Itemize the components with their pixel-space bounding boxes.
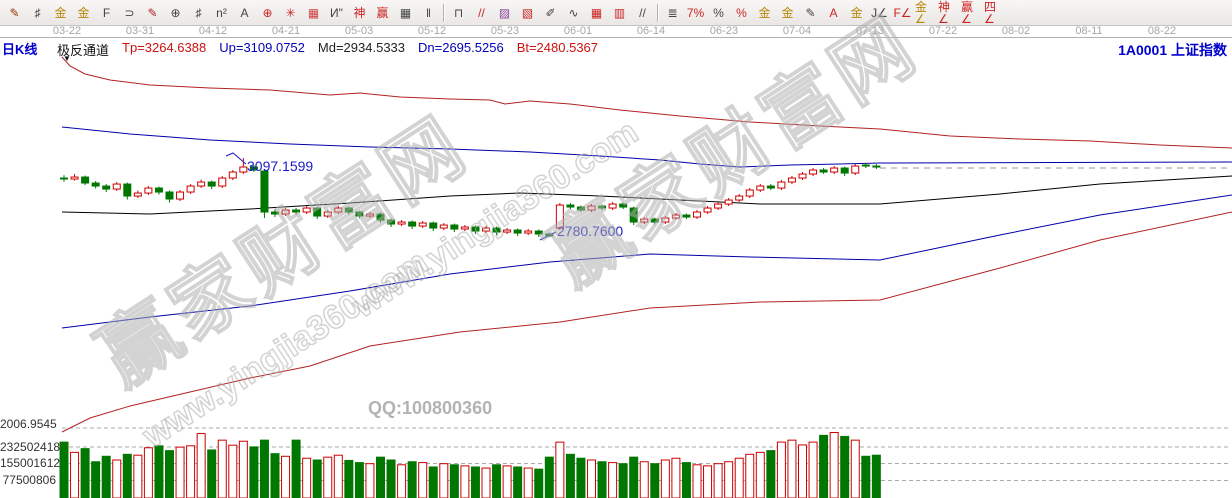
shen-tool-icon[interactable]: 神 — [353, 5, 366, 20]
cycle-circle-tool-icon[interactable]: ⊕ — [170, 5, 181, 20]
square-number-tool-icon[interactable]: n² — [216, 5, 227, 20]
percent-retrace-tool-icon[interactable]: 7% — [686, 5, 705, 20]
date-tick-label: 08-02 — [1001, 25, 1031, 37]
volume-axis-label-2: 155001612 — [0, 456, 61, 470]
gold-ratio-tool-icon[interactable]: 金 — [54, 5, 67, 20]
Up-upper-channel-line — [61, 126, 1232, 168]
date-tick-label: 07-04 — [782, 25, 812, 37]
parallel-lines-tool-icon[interactable]: // — [639, 5, 646, 20]
symbol-label: 1A0001 上证指数 — [1118, 40, 1227, 60]
low-annotation: 2780.7600 — [557, 223, 623, 239]
gold-ratio2-tool-icon[interactable]: 金 — [77, 5, 90, 20]
high-annotation-leader-line — [225, 152, 247, 165]
pen-tool-icon[interactable]: ✎ — [147, 5, 158, 20]
gann-grid-tool-icon[interactable]: ▦ — [590, 5, 603, 20]
symbol-name: 上证指数 — [1171, 42, 1227, 58]
kline-chart-canvas[interactable]: 3097.1599 2780.7600 — [0, 37, 1232, 498]
Md-middle-line — [61, 175, 1232, 215]
target-tool-icon[interactable]: ⊕ — [262, 5, 273, 20]
date-tick-label: 05-03 — [344, 25, 374, 37]
Bt-bottom-channel-line — [61, 211, 1232, 433]
star-web-tool-icon[interactable]: ✳ — [285, 5, 296, 20]
date-tick-label: 05-12 — [417, 25, 447, 37]
toolbar-separator — [657, 3, 658, 22]
shen-angle-tool-icon[interactable]: 神∠ — [938, 0, 951, 26]
date-tick-label: 03-31 — [125, 25, 155, 37]
four-angle-tool-icon[interactable]: 四∠ — [984, 0, 997, 26]
symbol-code: 1A0001 — [1118, 42, 1168, 58]
indicator-value-up: Up=3109.0752 — [219, 40, 305, 55]
indicator-value-md: Md=2934.5333 — [317, 40, 406, 55]
indicator-value-tp: Tp=3264.6388 — [122, 40, 207, 55]
measure-tool-icon[interactable]: ✎ — [805, 5, 816, 20]
price-scale-tool-icon[interactable]: ≣ — [667, 5, 678, 20]
period-label: 日K线 — [2, 42, 38, 57]
toolbar-separator — [443, 3, 444, 22]
boxed-net-tool-icon[interactable]: ▧ — [521, 5, 534, 20]
indicator-dropdown-icon[interactable]: ▼ — [63, 54, 71, 63]
date-tick-label: 05-23 — [490, 25, 520, 37]
text-label-tool-icon[interactable]: A — [829, 5, 838, 20]
low-annotation-leader-line — [539, 231, 557, 241]
spider-web-tool-icon[interactable]: ▦ — [307, 5, 320, 20]
j-angle-tool-icon[interactable]: J∠ — [871, 5, 888, 20]
box-tool-icon[interactable]: ⊓ — [453, 5, 464, 20]
indicator-row: 极反通道 Tp=3264.6388 Up=3109.0752 Md=2934.5… — [57, 40, 598, 59]
ray-fan-tool-icon[interactable]: // — [478, 5, 485, 20]
high-annotation: 3097.1599 — [247, 158, 313, 174]
comb-line-tool-icon[interactable]: ♯ — [34, 5, 41, 20]
gold-angle-tool-icon[interactable]: 金∠ — [915, 0, 928, 26]
gold-line-tool-icon[interactable]: 金 — [781, 5, 794, 20]
grid-line-tool-icon[interactable]: ♯ — [195, 5, 202, 20]
vertical-lines-tool-icon[interactable]: ‖ — [426, 5, 431, 20]
date-tick-label: 08-22 — [1147, 25, 1177, 37]
date-tick-label: 07-22 — [928, 25, 958, 37]
percent-tool-icon[interactable]: % — [713, 5, 724, 20]
pencil-lines-tool-icon[interactable]: ✐ — [545, 5, 556, 20]
wave-mark-tool-icon[interactable]: И" — [330, 5, 343, 20]
f-angle-tool-icon[interactable]: F∠ — [893, 5, 912, 20]
volume-axis-label-3: 77500806 — [2, 473, 56, 487]
date-tick-label: 03-22 — [52, 25, 82, 37]
indicator-name[interactable]: 极反通道 — [57, 43, 110, 58]
gold-circle-tool-icon[interactable]: 金 — [758, 5, 771, 20]
watermark-qq: QQ:100800360 — [368, 398, 493, 418]
date-tick-label: 06-23 — [709, 25, 739, 37]
angle-tool-icon[interactable]: A — [240, 5, 249, 20]
Tp-top-channel-line — [61, 56, 1232, 149]
price-axis-bottom-label: 2006.9545 — [0, 417, 57, 431]
toolbar: ✎ ♯ 金金 F ⊃ ✎ ⊕ ♯ n² A ⊕ ✳ ▦ И" 神赢 ▦ ‖ ⊓//▨ ▧ ✐ ∿ ▦ ▥//≣ 7%%% 金金 ✎… — [0, 0, 1232, 26]
date-tick-label: 07-13 — [855, 25, 885, 37]
volume-bars — [59, 432, 881, 498]
gold-underline-tool-icon[interactable]: 金 — [850, 5, 863, 20]
channel-lines — [61, 56, 1232, 433]
ying-tool-icon[interactable]: 赢 — [376, 5, 389, 20]
indicator-value-dn: Dn=2695.5256 — [418, 40, 504, 55]
ying-angle-tool-icon[interactable]: 赢∠ — [961, 0, 974, 26]
arc-tool-icon[interactable]: ⊃ — [124, 5, 135, 20]
indicator-value-bt: Bt=2480.5367 — [516, 40, 599, 55]
date-tick-label: 04-21 — [271, 25, 301, 37]
candlesticks — [60, 157, 881, 238]
gann-box-tool-icon[interactable]: ▥ — [613, 5, 626, 20]
zigzag-tool-icon[interactable]: ∿ — [568, 5, 579, 20]
date-tick-label: 06-14 — [636, 25, 666, 37]
date-tick-label: 06-01 — [563, 25, 593, 37]
date-axis: 03-22 03-31 04-12 04-21 05-03 05-12 05-23 06-01… — [0, 25, 1232, 37]
date-tick-label: 04-12 — [198, 25, 228, 37]
grid-123-tool-icon[interactable]: ▦ — [399, 5, 412, 20]
percent-line-tool-icon[interactable]: % — [736, 5, 747, 20]
volume-axis-label-1: 232502418 — [0, 440, 61, 454]
date-tick-label: 08-11 — [1075, 25, 1103, 37]
fibonacci-tool-icon[interactable]: F — [102, 5, 111, 20]
boxed-fan-tool-icon[interactable]: ▨ — [498, 5, 511, 20]
Dn-lower-channel-line — [61, 194, 1232, 329]
brush-tool-icon[interactable]: ✎ — [9, 5, 20, 20]
